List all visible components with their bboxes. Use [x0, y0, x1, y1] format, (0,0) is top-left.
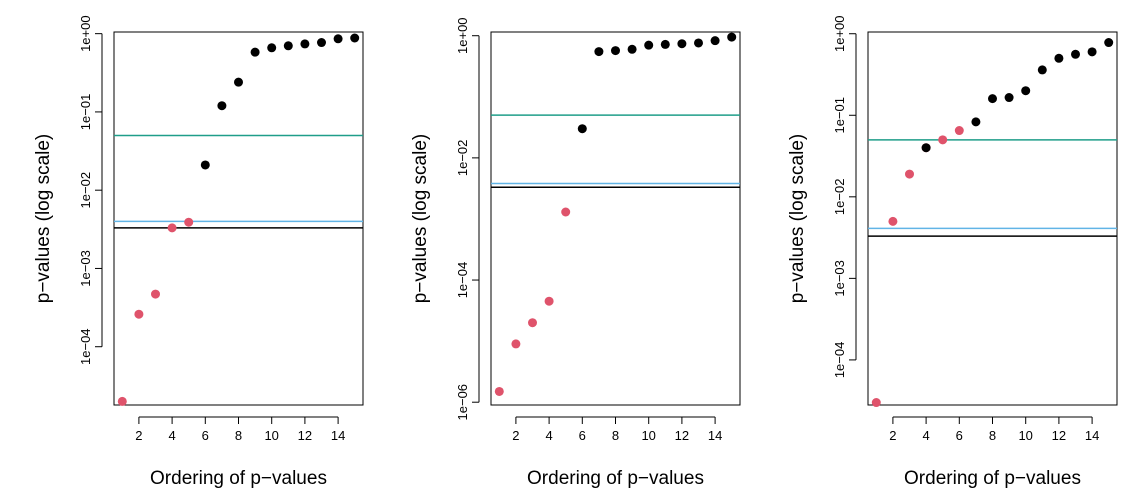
- x-tick-label: 6: [579, 428, 586, 443]
- data-point: [317, 38, 326, 48]
- data-point: [267, 43, 277, 53]
- data-point: [511, 339, 521, 349]
- x-tick-label: 4: [922, 428, 929, 443]
- x-tick-label: 8: [989, 428, 996, 443]
- data-point: [660, 39, 670, 49]
- x-tick-label: 6: [956, 428, 963, 443]
- data-point: [727, 32, 737, 42]
- data-point: [1054, 53, 1064, 63]
- x-tick-label: 4: [545, 428, 552, 443]
- data-point: [988, 94, 997, 104]
- y-axis-title: p−values (log scale): [410, 134, 431, 304]
- x-tick-label: 2: [889, 428, 896, 443]
- data-point: [117, 396, 127, 406]
- y-tick-label: 1e−04: [78, 328, 93, 365]
- x-tick-label: 8: [235, 428, 242, 443]
- x-tick-label: 4: [168, 428, 175, 443]
- data-point: [710, 36, 720, 46]
- y-tick-label: 1e−04: [832, 342, 847, 379]
- data-point: [217, 101, 227, 111]
- x-tick-label: 12: [298, 428, 312, 443]
- data-point: [167, 223, 177, 233]
- data-point: [1037, 65, 1047, 75]
- x-tick-label: 8: [612, 428, 619, 443]
- data-point: [1004, 93, 1014, 103]
- y-tick-label: 1e+00: [455, 17, 470, 54]
- data-point: [888, 216, 898, 226]
- y-tick-label: 1e−06: [455, 384, 470, 421]
- panel-3: 2 4 6 8 10 12 14 1e−04 1e−03 1e−02 1e−01 1e+00 Order…: [787, 15, 1118, 489]
- x-tick-label: 14: [708, 428, 722, 443]
- data-point: [350, 33, 360, 43]
- x-axis-title: Ordering of p−values: [904, 468, 1081, 489]
- data-point: [954, 126, 964, 136]
- y-tick-label: 1e−03: [832, 260, 847, 297]
- y-tick-label: 1e+00: [78, 15, 93, 52]
- x-tick-label: 14: [331, 428, 345, 443]
- y-axis-title: p−values (log scale): [787, 134, 808, 304]
- plot-frame: [867, 31, 1118, 406]
- data-point: [1104, 38, 1114, 48]
- x-axis-title: Ordering of p−values: [527, 468, 704, 489]
- x-tick-label: 6: [202, 428, 209, 443]
- data-point: [871, 398, 881, 408]
- y-tick-label: 1e−02: [832, 179, 847, 216]
- plot-frame: [113, 31, 364, 406]
- plot-frame: [490, 31, 741, 406]
- x-tick-label: 14: [1085, 428, 1099, 443]
- data-point: [283, 41, 293, 51]
- data-point: [333, 34, 343, 44]
- data-point: [677, 39, 687, 49]
- data-point: [577, 124, 587, 134]
- data-point: [544, 296, 554, 306]
- data-point: [151, 289, 160, 299]
- x-tick-label: 12: [675, 428, 689, 443]
- x-axis-title: Ordering of p−values: [150, 468, 327, 489]
- data-point: [250, 47, 260, 57]
- data-point: [494, 386, 504, 396]
- data-point: [905, 169, 914, 179]
- x-tick-label: 10: [1018, 428, 1032, 443]
- x-tick-label: 10: [641, 428, 655, 443]
- y-tick-label: 1e−01: [78, 94, 93, 131]
- data-point: [1071, 49, 1080, 59]
- data-point: [200, 160, 210, 170]
- data-point: [971, 117, 981, 127]
- data-point: [134, 309, 144, 319]
- data-point: [300, 39, 310, 49]
- y-tick-label: 1e+00: [832, 15, 847, 52]
- y-tick-label: 1e−01: [832, 97, 847, 134]
- y-tick-label: 1e−04: [455, 262, 470, 299]
- y-tick-label: 1e−02: [455, 140, 470, 177]
- x-tick-label: 10: [264, 428, 278, 443]
- x-tick-label: 12: [1052, 428, 1066, 443]
- data-point: [627, 44, 637, 54]
- y-tick-label: 1e−03: [78, 250, 93, 287]
- panel-1: 2 4 6 8 10 12 14 1e−04 1e−03 1e−02 1e−01 1e+00 Order…: [33, 15, 364, 489]
- data-point: [611, 46, 620, 56]
- data-point: [644, 40, 654, 50]
- y-axis-title: p−values (log scale): [33, 134, 54, 304]
- data-point: [1021, 86, 1031, 96]
- data-point: [921, 143, 931, 153]
- x-tick-label: 2: [512, 428, 519, 443]
- data-point: [184, 217, 194, 227]
- panel-2: 2 4 6 8 10 12 14 1e−06 1e−04 1e−02 1e+00 Ordering o…: [410, 17, 741, 489]
- data-point: [1087, 47, 1097, 57]
- data-point: [561, 207, 571, 217]
- data-point: [234, 77, 243, 87]
- y-tick-label: 1e−02: [78, 172, 93, 209]
- data-point: [694, 38, 703, 48]
- data-point: [594, 47, 604, 57]
- data-point: [528, 318, 537, 328]
- data-point: [938, 135, 948, 145]
- x-tick-label: 2: [135, 428, 142, 443]
